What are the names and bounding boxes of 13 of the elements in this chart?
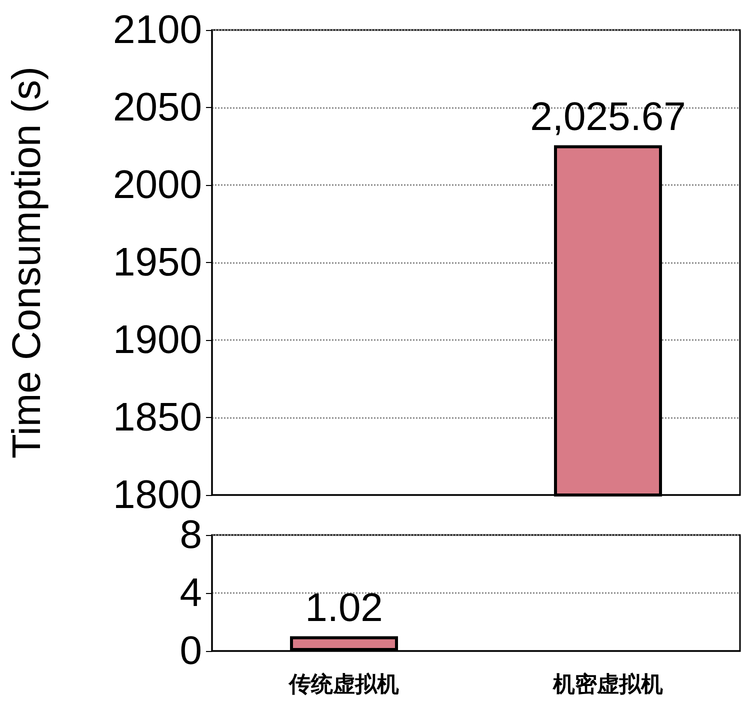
y-tick-label: 2050 <box>113 86 202 130</box>
y-tick-label: 2100 <box>113 8 202 52</box>
x-tick-label: 机密虚拟机 <box>552 672 663 696</box>
data-label: 2,025.67 <box>530 95 686 140</box>
data-label: 1.02 <box>305 586 383 630</box>
y-tick-label: 1850 <box>113 396 202 440</box>
y-axis-title: Time Consumption (s) <box>5 66 49 458</box>
y-tick-label: 1950 <box>113 240 202 284</box>
y-tick-label: 2000 <box>113 163 202 207</box>
y-tick-label: 4 <box>180 571 202 615</box>
y-tick-label: 0 <box>180 629 202 673</box>
y-tick-label: 1900 <box>113 318 202 362</box>
x-tick-label: 传统虚拟机 <box>288 672 399 696</box>
